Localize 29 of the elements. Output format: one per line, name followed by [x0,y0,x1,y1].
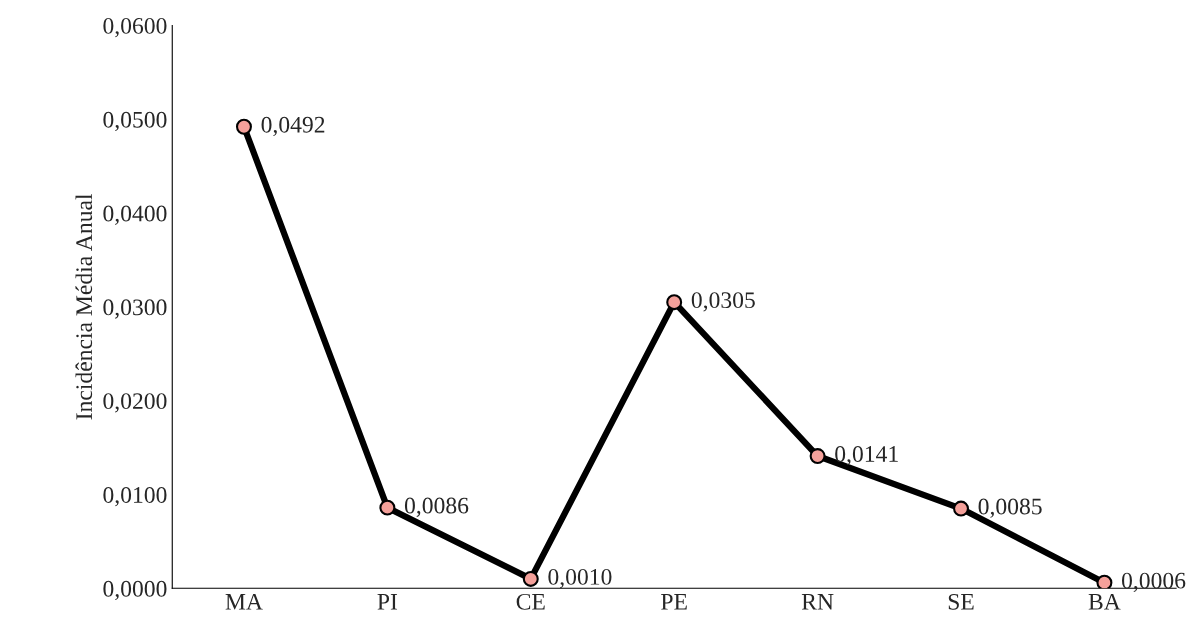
x-tick-label: MA [225,593,263,610]
point [235,118,252,135]
y-tick-label: 0,0200 [103,393,167,413]
y-tick-label: 0,0600 [103,17,167,38]
point [1096,574,1113,589]
point [953,500,969,517]
point [522,570,539,587]
y-tick-label: 0,0400 [103,205,167,225]
x-tick-label: SE [948,593,974,610]
x-tick-label: CE [516,593,545,610]
y-tick-label: 0,0500 [103,111,167,132]
x-tick-label: RN [801,594,834,610]
y-tick-label: 0,0000 [103,580,167,601]
y-axis-title: Incidência Média Anual [75,193,93,420]
y-tick-label: 0,0300 [103,299,167,319]
data-label: 0,0492 [261,116,325,137]
point [379,499,396,516]
data-label: 0,0305 [691,292,755,312]
data-label: 0,0141 [835,446,898,466]
point [809,448,826,465]
point [666,294,683,311]
y-tick-label: 0,0100 [103,486,167,507]
data-label: 0,0010 [548,568,612,589]
x-tick-label: BA [1088,593,1121,610]
data-label: 0,0006 [1121,572,1186,592]
data-label: 0,0085 [978,498,1042,518]
x-tick-label: PE [661,594,687,610]
x-tick-label: PI [377,594,398,610]
data-label: 0,0086 [404,497,469,517]
